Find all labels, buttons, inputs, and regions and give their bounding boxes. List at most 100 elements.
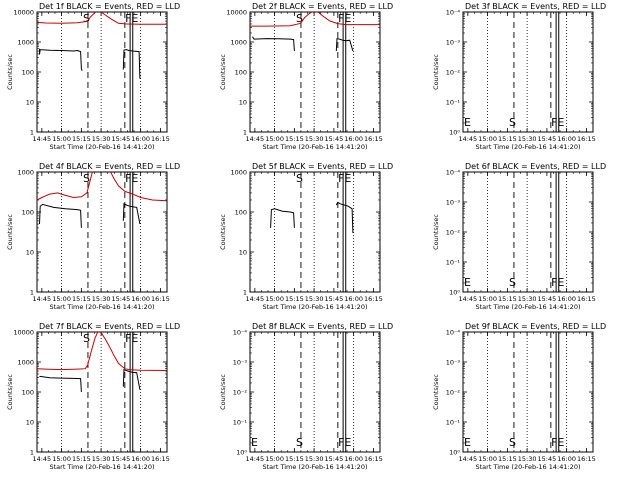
x-tick-label: 16:00 xyxy=(344,135,363,143)
x-tick-label: 15:30 xyxy=(305,455,324,463)
panel-title: Det 3f BLACK = Events, RED = LLD xyxy=(465,2,606,11)
lld-series xyxy=(37,332,167,371)
x-axis-label: Start Time (20-Feb-16 14:41:20) xyxy=(263,143,368,151)
y-tick-label: 10000 xyxy=(226,9,247,17)
x-tick-label: 16:15 xyxy=(577,295,596,303)
x-tick-label: 15:45 xyxy=(112,455,131,463)
x-tick-label: 15:00 xyxy=(265,455,284,463)
y-tick-label: 10⁻² xyxy=(446,389,461,397)
y-tick-label: 10⁰ xyxy=(449,289,460,297)
event-marker-fe: FE xyxy=(125,332,138,345)
event-marker-e: E xyxy=(464,276,471,289)
x-tick-label: 14:45 xyxy=(458,135,477,143)
y-tick-label: 10⁻¹ xyxy=(446,259,461,267)
y-tick-label: 10⁻³ xyxy=(233,359,248,367)
event-marker-fe: FE xyxy=(551,276,564,289)
x-tick-label: 15:15 xyxy=(72,295,91,303)
events-series xyxy=(335,201,354,233)
y-tick-label: 1 xyxy=(243,129,247,137)
x-tick-label: 14:45 xyxy=(32,135,51,143)
plot-frame xyxy=(462,331,594,453)
x-tick-label: 15:45 xyxy=(112,135,131,143)
x-tick-label: 15:30 xyxy=(92,135,111,143)
x-tick-label: 14:45 xyxy=(32,455,51,463)
x-tick-label: 16:15 xyxy=(364,135,383,143)
x-tick-label: 15:15 xyxy=(285,295,304,303)
x-tick-label: 15:30 xyxy=(518,455,537,463)
plot-frame xyxy=(36,331,168,453)
event-marker-fe: FE xyxy=(338,436,351,449)
x-tick-label: 15:30 xyxy=(305,135,324,143)
x-tick-label: 16:15 xyxy=(364,295,383,303)
panel-title: Det 5f BLACK = Events, RED = LLD xyxy=(252,162,393,171)
x-axis-label: Start Time (20-Feb-16 14:41:20) xyxy=(50,303,155,311)
event-marker-s: S xyxy=(83,12,90,25)
x-axis-label: Start Time (20-Feb-16 14:41:20) xyxy=(50,463,155,471)
event-marker-s: S xyxy=(509,276,516,289)
x-axis-label: Start Time (20-Feb-16 14:41:20) xyxy=(476,303,581,311)
x-tick-label: 15:00 xyxy=(478,455,497,463)
y-tick-label: 1 xyxy=(243,289,247,297)
x-tick-label: 16:00 xyxy=(131,455,150,463)
x-tick-label: 15:45 xyxy=(325,455,344,463)
y-tick-label: 10 xyxy=(239,249,247,257)
y-axis-label: Counts/sec xyxy=(219,214,227,250)
y-axis-label: Counts/sec xyxy=(432,214,440,250)
x-tick-label: 15:00 xyxy=(478,295,497,303)
y-tick-label: 1000 xyxy=(17,39,34,47)
event-marker-s: S xyxy=(296,436,303,449)
y-tick-label: 10⁻³ xyxy=(446,199,461,207)
y-tick-label: 10⁰ xyxy=(236,449,247,457)
x-tick-label: 16:00 xyxy=(557,455,576,463)
x-tick-label: 15:00 xyxy=(265,295,284,303)
x-axis-label: Start Time (20-Feb-16 14:41:20) xyxy=(476,463,581,471)
y-axis-label: Counts/sec xyxy=(432,54,440,90)
panel-title: Det 4f BLACK = Events, RED = LLD xyxy=(39,162,180,171)
x-tick-label: 15:30 xyxy=(518,295,537,303)
x-tick-label: 16:15 xyxy=(577,455,596,463)
x-axis-label: Start Time (20-Feb-16 14:41:20) xyxy=(263,463,368,471)
x-tick-label: 16:15 xyxy=(151,455,170,463)
x-tick-label: 16:00 xyxy=(344,455,363,463)
x-tick-label: 15:00 xyxy=(52,455,71,463)
y-axis-label: Counts/sec xyxy=(6,374,14,410)
lld-series xyxy=(250,12,380,27)
x-axis-label: Start Time (20-Feb-16 14:41:20) xyxy=(263,303,368,311)
y-axis-label: Counts/sec xyxy=(6,54,14,90)
x-tick-label: 15:00 xyxy=(52,295,71,303)
panel-title: Det 1f BLACK = Events, RED = LLD xyxy=(39,2,180,11)
panel-title: Det 6f BLACK = Events, RED = LLD xyxy=(465,162,606,171)
y-tick-label: 10⁻⁴ xyxy=(446,9,461,17)
x-tick-label: 16:15 xyxy=(577,135,596,143)
x-axis-label: Start Time (20-Feb-16 14:41:20) xyxy=(50,143,155,151)
y-axis-label: Counts/sec xyxy=(219,374,227,410)
y-tick-label: 1 xyxy=(30,449,34,457)
event-marker-e: E xyxy=(464,436,471,449)
plot-frame xyxy=(462,11,594,133)
y-tick-label: 10000 xyxy=(13,9,34,17)
y-tick-label: 100 xyxy=(22,209,34,217)
plot-frame xyxy=(36,11,168,133)
y-tick-label: 100 xyxy=(235,69,247,77)
y-tick-label: 10⁰ xyxy=(449,129,460,137)
x-tick-label: 15:15 xyxy=(285,135,304,143)
y-tick-label: 1 xyxy=(30,289,34,297)
x-tick-label: 14:45 xyxy=(245,295,264,303)
event-marker-e: E xyxy=(464,116,471,129)
x-tick-label: 14:45 xyxy=(458,455,477,463)
x-axis-label: Start Time (20-Feb-16 14:41:20) xyxy=(476,143,581,151)
x-tick-label: 15:15 xyxy=(498,295,517,303)
x-tick-label: 16:15 xyxy=(364,455,383,463)
plot-frame xyxy=(36,171,168,293)
x-tick-label: 15:15 xyxy=(72,135,91,143)
x-tick-label: 16:00 xyxy=(557,295,576,303)
x-tick-label: 16:00 xyxy=(344,295,363,303)
x-tick-label: 15:15 xyxy=(498,455,517,463)
y-tick-label: 10 xyxy=(239,99,247,107)
x-tick-label: 14:45 xyxy=(245,455,264,463)
y-tick-label: 10⁻³ xyxy=(446,359,461,367)
x-tick-label: 15:30 xyxy=(518,135,537,143)
event-marker-s: S xyxy=(83,172,90,185)
